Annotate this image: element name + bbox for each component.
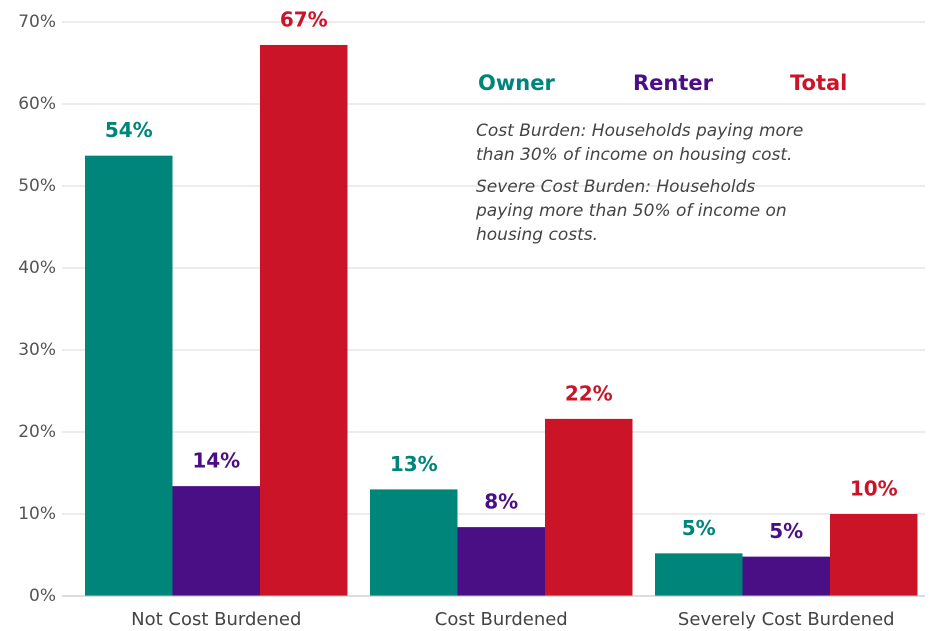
annotation: than 30% of income on housing cost. (476, 145, 792, 165)
annotation: housing costs. (476, 225, 598, 245)
legend-entry: Total (790, 71, 847, 95)
value-label: 13% (390, 452, 438, 476)
value-label: 14% (192, 449, 240, 473)
bar (830, 514, 918, 596)
value-label: 10% (850, 477, 898, 501)
y-tick-label: 10% (18, 504, 56, 524)
annotation: paying more than 50% of income on (475, 201, 787, 221)
x-tick-label: Cost Burdened (435, 609, 568, 630)
y-tick-label: 30% (18, 340, 56, 360)
value-label: 8% (484, 490, 518, 514)
x-tick-label: Not Cost Burdened (131, 609, 301, 630)
value-label: 5% (769, 519, 803, 543)
bar (172, 486, 260, 596)
bar (655, 553, 743, 596)
value-label: 67% (280, 7, 328, 31)
value-label: 54% (105, 118, 153, 142)
annotation: Cost Burden: Households paying more (476, 121, 803, 141)
bar (260, 44, 348, 596)
y-tick-label: 0% (29, 586, 56, 606)
y-tick-label: 70% (18, 12, 56, 32)
bar (457, 527, 545, 596)
y-tick-label: 50% (18, 176, 56, 196)
y-tick-label: 60% (18, 94, 56, 114)
bar (370, 489, 458, 596)
bar (545, 418, 633, 596)
legend-entry: Renter (633, 71, 714, 95)
value-label: 22% (565, 381, 613, 405)
y-tick-label: 20% (18, 422, 56, 442)
value-label: 5% (682, 516, 716, 540)
y-tick-label: 40% (18, 258, 56, 278)
legend-entry: Owner (478, 71, 555, 95)
bar (742, 556, 830, 596)
x-tick-label: Severely Cost Burdened (678, 609, 895, 630)
bar (85, 155, 173, 596)
annotation: Severe Cost Burden: Households (476, 177, 755, 197)
